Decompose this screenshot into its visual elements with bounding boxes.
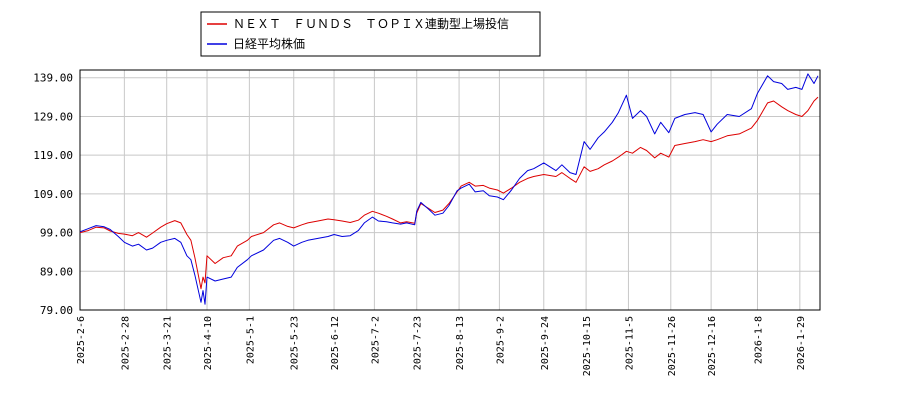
x-tick-label: 2025-7-23 (413, 316, 424, 370)
x-tick-label: 2025-2-6 (76, 316, 87, 364)
x-tick-label: 2025-9-2 (495, 316, 506, 364)
x-tick-label: 2025-11-5 (624, 316, 635, 370)
y-tick-label: 139.00 (33, 72, 73, 85)
x-tick-label: 2025-3-21 (163, 316, 174, 370)
y-axis-ticks: 139.00 129.00 119.00 109.00 99.00 89.00 79.00 (33, 72, 73, 317)
x-tick-label: 2026-1-29 (796, 316, 807, 370)
plot-area (79, 69, 821, 311)
x-tick-label: 2025-9-24 (540, 316, 551, 370)
x-tick-label: 2025-10-15 (582, 316, 593, 376)
y-tick-label: 99.00 (40, 227, 73, 240)
x-tick-label: 2025-5-1 (245, 316, 256, 364)
legend-box (200, 11, 541, 57)
series-line-1 (79, 96, 819, 290)
x-tick-label: 2025-7-2 (370, 316, 381, 364)
y-tick-label: 109.00 (33, 188, 73, 201)
legend-label-series-2: 日経平均株価 (233, 36, 305, 51)
x-tick-label: 2025-6-12 (330, 316, 341, 370)
x-tick-label: 2025-11-26 (667, 316, 678, 376)
legend-label-series-1: ＮＥＸＴ ＦＵＮＤＳ ＴＯＰＩＸ連動型上場投信 (233, 16, 509, 31)
y-tick-label: 129.00 (33, 110, 73, 123)
x-tick-label: 2025-8-13 (455, 316, 466, 370)
series-lines (79, 73, 819, 305)
y-tick-label: 89.00 (40, 265, 73, 278)
series-line-2 (79, 73, 819, 305)
x-tick-label: 2025-5-23 (290, 316, 301, 370)
x-axis-ticks: 2025-2-6 2025-2-28 2025-3-21 2025-4-10 2025-… (76, 316, 807, 376)
legend: ＮＥＸＴ ＦＵＮＤＳ ＴＯＰＩＸ連動型上場投信 日経平均株価 (200, 11, 541, 57)
y-tick-label: 79.00 (40, 304, 73, 317)
x-tick-label: 2025-4-10 (203, 316, 214, 370)
grid-lines (79, 70, 820, 311)
x-tick-label: 2025-2-28 (120, 316, 131, 370)
x-tick-label: 2025-12-16 (707, 316, 718, 376)
x-tick-label: 2026-1-8 (753, 316, 764, 364)
y-tick-label: 119.00 (33, 149, 73, 162)
